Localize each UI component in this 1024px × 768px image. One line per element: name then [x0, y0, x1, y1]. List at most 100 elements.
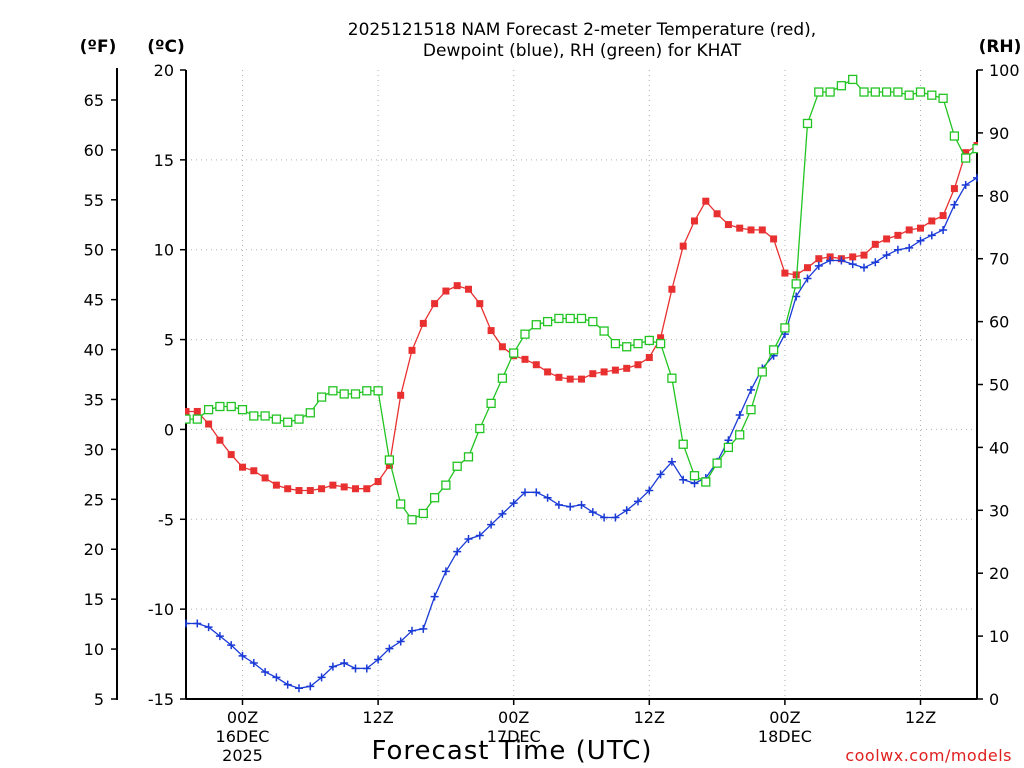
dewpoint-point [645, 486, 654, 495]
dewpoint-point [396, 637, 405, 646]
temperature-point [555, 373, 563, 381]
temperature-point [634, 361, 642, 369]
dewpoint-point [905, 243, 914, 252]
temperature-point [419, 319, 427, 327]
rh-point [655, 338, 666, 349]
temperature-point [623, 364, 631, 372]
dewpoint-point [215, 632, 224, 641]
temperature-point [589, 370, 597, 378]
rh-point [735, 430, 745, 440]
fahrenheit-tick-label: 30 [84, 440, 104, 459]
temperature-point [1019, 133, 1024, 140]
rh-point [938, 93, 948, 103]
rh-point [554, 313, 564, 324]
rh-point [961, 153, 971, 163]
dewpoint-point [927, 231, 936, 240]
dewpoint-point [893, 245, 902, 254]
fahrenheit-tick-label: 35 [84, 390, 104, 409]
credit-text: coolwx.com/models [845, 746, 1012, 765]
dewpoint-point [996, 161, 1004, 169]
temperature-point [657, 334, 665, 342]
dewpoint-point [656, 470, 665, 479]
x-tick-time-label: 12Z [634, 708, 665, 727]
dewpoint-point [487, 520, 496, 529]
dewpoint-point [634, 497, 642, 506]
fahrenheit-tick-label: 5 [94, 690, 104, 709]
rh-point [881, 87, 892, 97]
rh-point [260, 411, 270, 421]
celsius-tick-label: 10 [154, 241, 174, 260]
rh-point [836, 81, 847, 91]
dewpoint-point [554, 500, 563, 509]
rh-point [418, 508, 428, 519]
grid-lines [186, 70, 977, 699]
temperature-point [532, 361, 540, 369]
temperature-point [408, 346, 416, 354]
temperature-point [476, 300, 484, 308]
rh-point [542, 316, 553, 327]
dewpoint-point [227, 641, 236, 650]
x-tick-time-label: 00Z [227, 708, 258, 727]
temperature-point [770, 235, 778, 243]
fahrenheit-tick-label: 15 [84, 590, 104, 609]
dewpoint-point [837, 256, 846, 265]
rh-point [712, 458, 722, 468]
fahrenheit-tick-label: 60 [84, 141, 104, 160]
temperature-point [815, 255, 823, 263]
rh-tick-label: 30 [989, 501, 1009, 520]
rh-point [701, 477, 711, 487]
rh-point [599, 326, 609, 336]
temperature-point [272, 481, 280, 489]
rh-point [294, 414, 304, 424]
temperature-point [804, 264, 811, 272]
rh-point [520, 329, 530, 339]
dewpoint-point [351, 664, 360, 673]
rh-point [780, 323, 790, 333]
temperature-point [193, 407, 201, 415]
rh-point [678, 439, 688, 449]
temperature-point [544, 368, 552, 376]
rh-point [373, 386, 383, 396]
temperature-point [917, 224, 924, 232]
series-temperature [185, 133, 1024, 495]
x-tick-time-label: 12Z [362, 708, 393, 727]
rh-axis-label: (RH) [979, 37, 1022, 57]
temperature-point [724, 221, 732, 229]
rh-point [610, 338, 621, 349]
rh-point [185, 414, 191, 424]
temperature-point [216, 436, 224, 444]
rh-point [226, 401, 236, 412]
dewpoint-point [317, 673, 326, 682]
rh-point [904, 90, 914, 100]
series-dewpoint [185, 161, 1004, 693]
dewpoint-point [419, 624, 428, 633]
rh-tick-label: 60 [989, 313, 1009, 332]
dewpoint-point [521, 488, 529, 497]
rh-point [893, 87, 903, 97]
rh-point [271, 414, 282, 424]
temperature-point [645, 354, 653, 362]
dewpoint-point [916, 236, 925, 245]
temperature-point [227, 451, 235, 459]
rh-tick-label: 100 [989, 61, 1020, 80]
dewpoint-point [193, 619, 202, 628]
dewpoint-point [622, 506, 631, 515]
fahrenheit-tick-label: 65 [84, 91, 104, 110]
dewpoint-point [882, 251, 891, 260]
temperature-point [318, 485, 326, 493]
dewpoint-point [871, 258, 880, 267]
rh-point [689, 471, 700, 481]
dewpoint-point [611, 513, 620, 522]
dewpoint-point [385, 644, 394, 653]
temperature-point [781, 269, 789, 277]
rh-point [644, 335, 654, 346]
dewpoint-point [826, 256, 835, 265]
temperature-point [928, 217, 936, 225]
dewpoint-point [747, 385, 755, 394]
rh-point [237, 405, 248, 415]
temperature-point [487, 327, 495, 335]
rh-point [825, 87, 835, 97]
chart-title-line-2: Dewpoint (blue), RH (green) for KHAT [423, 41, 742, 61]
fahrenheit-tick-label: 40 [84, 341, 104, 360]
